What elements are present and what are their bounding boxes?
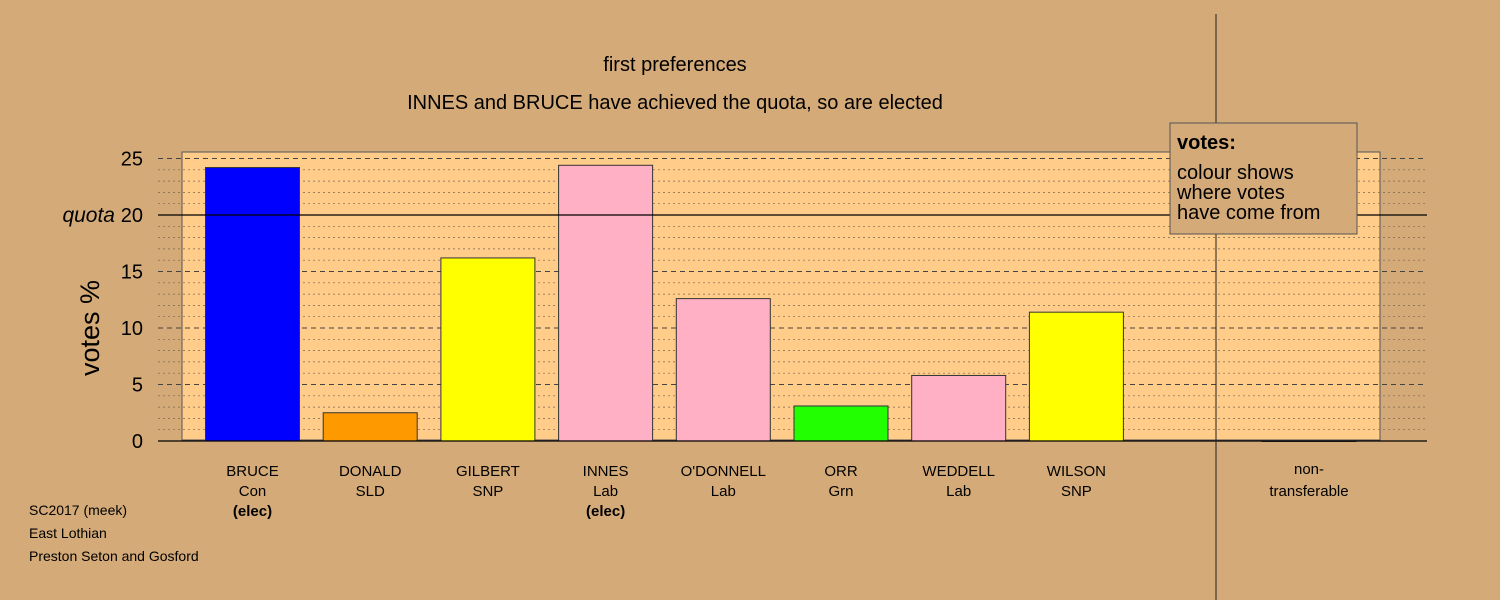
x-label-name: BRUCE (226, 463, 279, 480)
bar-weddell (911, 374, 1007, 442)
footer-council: East Lothian (29, 525, 107, 541)
y-tick-label: 25 (121, 149, 143, 171)
bar-gilbert (440, 257, 536, 442)
bar-donald (322, 412, 418, 442)
x-label-party: Lab (946, 483, 971, 500)
x-label-party: SNP (1061, 483, 1092, 500)
x-axis-labels: BRUCE Con (elec) DONALD SLD GILBERT SNP INNES La… (226, 461, 1348, 520)
legend-title: votes: (1177, 132, 1236, 154)
bar-series (205, 164, 1357, 442)
legend-line-3: have come from (1177, 202, 1320, 224)
y-tick-label: 10 (121, 318, 143, 340)
y-tick-label: 5 (132, 375, 143, 397)
bar-innes (558, 164, 654, 442)
x-label-non-transferable-2: transferable (1269, 483, 1348, 500)
bar-bruce (205, 167, 300, 442)
bar-wilson (1028, 311, 1124, 442)
x-label-party: SNP (472, 483, 503, 500)
x-label-party: Grn (828, 483, 853, 500)
x-label-party: Lab (593, 483, 618, 500)
y-tick-label: 15 (121, 262, 143, 284)
chart-title: first preferences (603, 54, 746, 76)
x-label-non-transferable-1: non- (1294, 461, 1324, 478)
x-label-name: WEDDELL (922, 463, 995, 480)
x-label-name: GILBERT (456, 463, 520, 480)
x-label-name: O'DONNELL (681, 463, 766, 480)
y-axis-label: votes % (75, 280, 105, 376)
x-label-name: WILSON (1047, 463, 1106, 480)
y-tick-label: 20 (121, 205, 143, 227)
quota-label: quota (62, 204, 115, 227)
x-label-name: INNES (583, 463, 629, 480)
x-label-status: (elec) (586, 503, 625, 520)
x-label-party: Con (239, 483, 267, 500)
legend-line-2: where votes (1176, 182, 1285, 204)
x-label-name: ORR (824, 463, 858, 480)
bar-odonnell (675, 298, 771, 442)
x-label-status: (elec) (233, 503, 272, 520)
y-axis-ticks: 0 5 10 15 20 25 (121, 149, 143, 454)
y-tick-label: 0 (132, 431, 143, 453)
x-label-party: Lab (711, 483, 736, 500)
bar-orr (793, 405, 889, 442)
footer-election: SC2017 (meek) (29, 502, 128, 518)
legend-line-1: colour shows (1177, 162, 1294, 184)
x-label-party: SLD (356, 483, 385, 500)
chart-subtitle: INNES and BRUCE have achieved the quota,… (407, 92, 943, 114)
legend-box: votes: colour shows where votes have com… (1169, 122, 1358, 235)
footer-ward: Preston Seton and Gosford (29, 548, 199, 564)
x-label-name: DONALD (339, 463, 402, 480)
